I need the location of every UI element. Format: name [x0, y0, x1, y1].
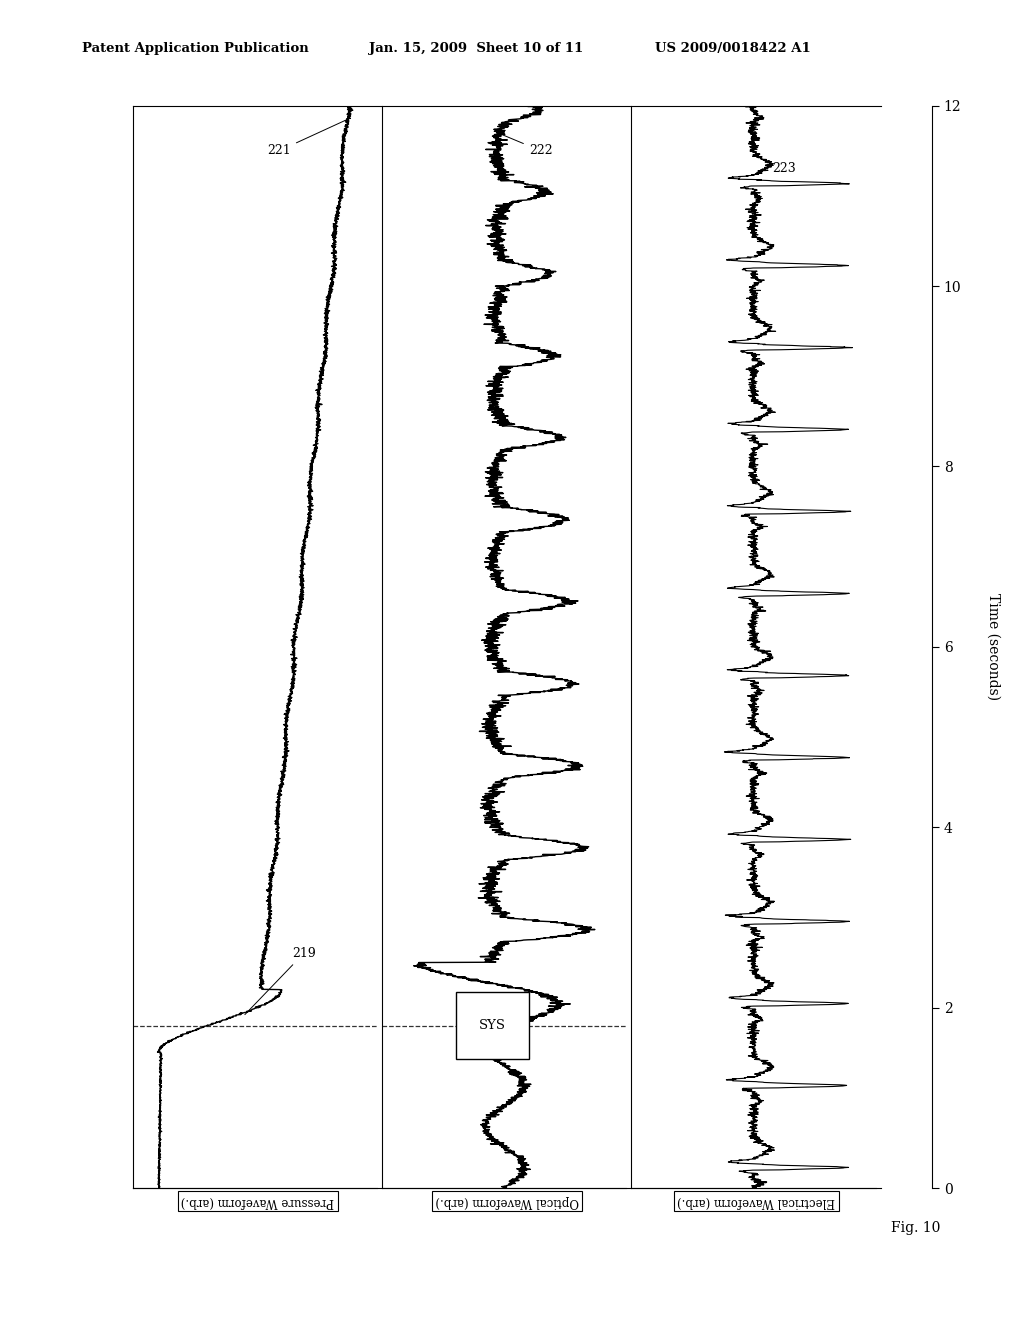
Text: Electrical Waveform (arb.): Electrical Waveform (arb.)	[677, 1195, 835, 1208]
Text: US 2009/0018422 A1: US 2009/0018422 A1	[655, 42, 811, 55]
Text: Jan. 15, 2009  Sheet 10 of 11: Jan. 15, 2009 Sheet 10 of 11	[369, 42, 583, 55]
Text: 221: 221	[267, 120, 346, 157]
Text: SYS: SYS	[478, 1019, 506, 1032]
Text: Patent Application Publication: Patent Application Publication	[82, 42, 308, 55]
Text: 223: 223	[766, 160, 796, 176]
Text: Fig. 10: Fig. 10	[891, 1221, 940, 1236]
Text: Pressure Waveform (arb.): Pressure Waveform (arb.)	[181, 1195, 334, 1208]
Text: 219: 219	[245, 946, 315, 1015]
Text: Optical Waveform (arb.): Optical Waveform (arb.)	[435, 1195, 579, 1208]
FancyBboxPatch shape	[456, 993, 528, 1059]
Text: 222: 222	[500, 133, 552, 157]
Text: Time (seconds): Time (seconds)	[986, 593, 1000, 701]
